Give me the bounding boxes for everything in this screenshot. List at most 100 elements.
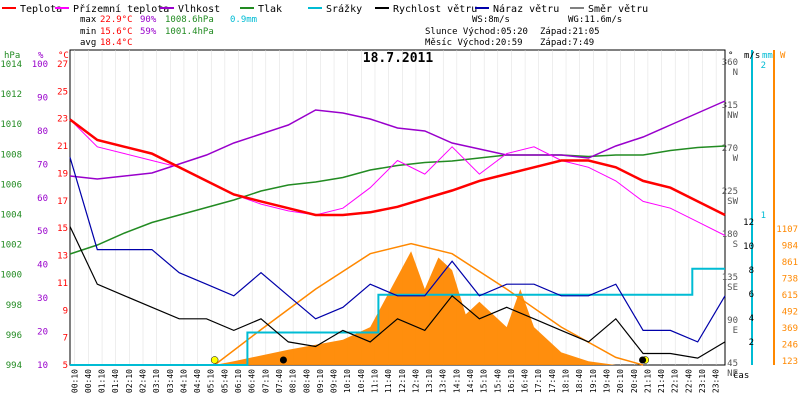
hpa-tick: 998 <box>6 301 22 311</box>
deg-tick: 315 <box>722 101 738 111</box>
x-tick: 10:10 <box>343 369 352 393</box>
temp-tick: 27 <box>57 60 68 70</box>
temp-tick: 11 <box>57 279 68 289</box>
x-tick: 07:40 <box>275 369 284 393</box>
x-tick: 05:10 <box>207 369 216 393</box>
deg-dir: S <box>733 240 738 250</box>
pct-tick: 80 <box>37 127 48 137</box>
x-tick: 21:40 <box>657 369 666 393</box>
x-tick: 06:10 <box>234 369 243 393</box>
x-tick: 03:40 <box>166 369 175 393</box>
x-tick: 00:40 <box>84 369 93 393</box>
series-wind-speed <box>69 226 726 359</box>
x-tick: 14:10 <box>452 369 461 393</box>
x-tick: 12:40 <box>411 369 420 393</box>
w-tick: 984 <box>782 242 798 252</box>
deg-dir: W <box>733 154 739 164</box>
hpa-tick: 1006 <box>0 180 22 190</box>
axis-mm-label: mm <box>762 51 773 61</box>
pct-tick: 40 <box>37 261 48 271</box>
deg-tick: 90 <box>727 316 738 326</box>
w-tick: 123 <box>782 357 798 367</box>
x-tick: 09:10 <box>316 369 325 393</box>
stat-wind-gust: WG:11.6m/s <box>568 15 622 25</box>
temp-tick: 9 <box>63 306 68 316</box>
x-tick: 22:40 <box>684 369 693 393</box>
temp-tick: 13 <box>57 252 68 262</box>
stat-pressure: 1001.4hPa <box>165 27 214 37</box>
stat-pressure: 1008.6hPa <box>165 15 214 25</box>
w-tick: 738 <box>782 275 798 285</box>
pct-tick: 90 <box>37 93 48 103</box>
x-tick: 15:10 <box>480 369 489 393</box>
ms-tick: 2 <box>749 338 754 348</box>
axis-x-label: čas <box>733 370 749 381</box>
x-tick: 18:10 <box>562 369 571 393</box>
stat-label: max <box>80 15 97 25</box>
temp-tick: 19 <box>57 169 68 179</box>
hpa-tick: 1002 <box>0 241 22 251</box>
temp-tick: 7 <box>63 334 68 344</box>
legend-label: Směr větru <box>588 3 648 15</box>
stat-label: min <box>80 27 96 37</box>
axis-pct-label: % <box>38 51 44 61</box>
legend-label: Tlak <box>258 4 282 15</box>
stat-sun-set: Západ:21:05 <box>540 27 600 37</box>
x-tick: 14:40 <box>466 369 475 393</box>
x-tick: 00:10 <box>70 369 79 393</box>
x-tick: 21:10 <box>643 369 652 393</box>
deg-dir: NE <box>727 369 738 379</box>
pct-tick: 30 <box>37 294 48 304</box>
ms-tick: 4 <box>749 314 754 324</box>
axis-deg-label: ° <box>728 51 733 61</box>
deg-tick: 225 <box>722 187 738 197</box>
x-tick: 02:10 <box>125 369 134 393</box>
deg-tick: 45 <box>727 359 738 369</box>
x-tick: 11:10 <box>370 369 379 393</box>
hpa-tick: 1010 <box>0 120 22 130</box>
hpa-tick: 996 <box>6 331 22 341</box>
moonrise-marker <box>639 356 647 364</box>
legend-label: Přízemní teplota <box>73 3 169 15</box>
x-tick: 18:40 <box>575 369 584 393</box>
temp-tick: 23 <box>57 115 68 125</box>
stat-temp: 15.6°C <box>100 27 133 37</box>
stat-humidity: 90% <box>140 15 157 25</box>
mm-tick: 2 <box>761 61 766 71</box>
w-tick: 246 <box>782 341 798 351</box>
stat-humidity: 59% <box>140 27 157 37</box>
pct-tick: 10 <box>37 361 48 371</box>
series-pressure <box>69 145 726 255</box>
axis-w-label: W <box>780 51 786 61</box>
w-tick: 369 <box>782 324 798 334</box>
stat-moon: Měsíc Východ:20:59 <box>425 38 523 48</box>
hpa-tick: 1004 <box>0 211 22 221</box>
deg-dir: N <box>733 68 738 78</box>
x-tick: 10:40 <box>357 369 366 393</box>
ms-tick: 8 <box>749 266 754 276</box>
x-tick: 23:10 <box>698 369 707 393</box>
x-tick: 23:40 <box>712 369 721 393</box>
x-tick: 08:40 <box>302 369 311 393</box>
pct-tick: 20 <box>37 328 48 338</box>
x-tick: 22:10 <box>671 369 680 393</box>
pct-tick: 70 <box>37 160 48 170</box>
hpa-tick: 1012 <box>0 90 22 100</box>
x-tick: 06:40 <box>248 369 257 393</box>
x-tick: 15:40 <box>493 369 502 393</box>
temp-tick: 17 <box>57 197 68 207</box>
deg-dir: SW <box>727 197 738 207</box>
stat-wind-speed: WS:8m/s <box>472 15 510 25</box>
x-tick: 09:40 <box>330 369 339 393</box>
ms-tick: 6 <box>749 290 754 300</box>
x-tick: 20:10 <box>616 369 625 393</box>
x-tick: 11:40 <box>384 369 393 393</box>
x-tick: 19:40 <box>602 369 611 393</box>
x-tick: 03:10 <box>152 369 161 393</box>
x-tick: 02:40 <box>139 369 148 393</box>
x-tick: 13:40 <box>439 369 448 393</box>
ms-tick: 12 <box>743 218 754 228</box>
legend-label: Teplota <box>20 4 62 15</box>
